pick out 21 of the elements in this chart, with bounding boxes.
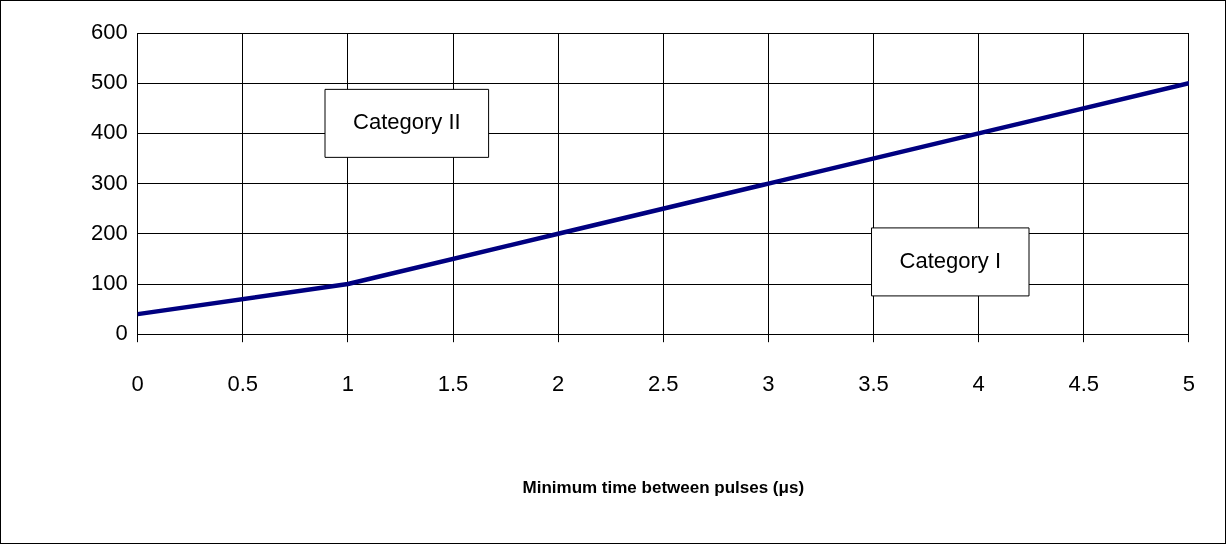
y-tick-label: 0 [115,320,128,346]
x-tick-label: 2.5 [648,371,679,397]
y-tick-label: 300 [90,169,128,195]
x-tick-label: 0 [131,371,144,397]
x-tick-label: 5 [1182,371,1196,397]
x-tick-label: 3 [762,371,775,397]
annotation: Category I [899,247,1002,273]
y-tick-label: 500 [90,69,128,95]
y-tick-label: 400 [90,119,128,145]
x-tick-label: 1 [341,371,355,397]
x-axis-title: Minimum time between pulses (μs) [522,478,805,498]
x-tick-label: 2 [552,371,565,397]
y-tick-label: 100 [90,270,128,296]
x-tick-label: 4 [972,371,985,397]
x-tick-label: 0.5 [227,371,259,397]
x-tick-label: 4.5 [1068,371,1100,397]
x-tick-label: 3.5 [858,371,889,397]
y-tick-label: 600 [90,19,128,45]
y-tick-label: 200 [90,219,128,245]
annotation: Category II [353,109,461,135]
x-tick-label: 1.5 [437,371,469,397]
